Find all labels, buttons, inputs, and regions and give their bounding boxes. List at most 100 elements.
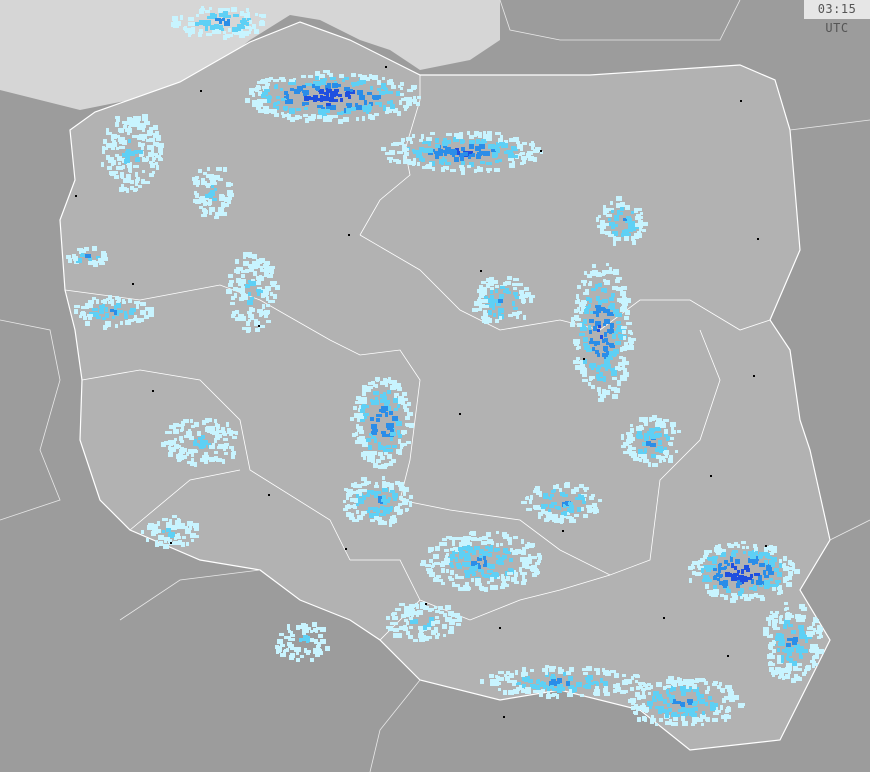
radar-pixel [391,380,397,383]
radar-pixel [609,330,612,334]
radar-pixel [581,280,584,283]
radar-pixel [720,594,724,597]
radar-pixel [316,651,320,656]
city-dot [753,375,755,377]
radar-pixel [609,222,615,226]
radar-pixel [506,671,510,675]
radar-pixel [206,426,210,429]
radar-pixel [210,431,213,434]
radar-pixel [114,305,117,310]
radar-pixel [376,459,381,463]
radar-pixel [478,565,481,569]
radar-pixel [522,575,525,580]
radar-pixel [357,437,363,442]
radar-pixel [633,674,639,677]
radar-pixel [538,516,541,519]
radar-pixel [577,507,581,512]
radar-pixel [357,515,363,520]
radar-pixel [782,676,785,680]
radar-pixel [630,225,635,229]
radar-pixel [734,542,738,546]
radar-pixel [522,159,526,164]
radar-pixel [127,178,131,183]
radar-pixel [365,109,371,112]
radar-pixel [149,132,152,136]
radar-pixel [361,513,365,516]
radar-pixel [441,162,444,165]
radar-pixel [768,571,774,575]
radar-pixel [468,550,472,553]
radar-pixel [423,625,427,630]
radar-pixel [737,544,740,548]
radar-pixel [666,685,671,688]
radar-pixel [387,449,393,452]
radar-pixel [617,210,620,215]
radar-pixel [360,419,365,422]
radar-pixel [353,484,357,488]
radar-pixel [143,158,148,162]
radar-pixel [265,286,271,291]
radar-pixel [761,581,764,585]
radar-pixel [320,639,326,644]
radar-pixel [114,310,117,315]
radar-pixel [390,385,396,390]
radar-pixel [471,566,477,571]
radar-pixel [235,310,239,314]
radar-pixel [400,82,404,86]
radar-pixel [444,549,449,552]
radar-pixel [247,300,253,305]
radar-pixel [228,274,233,278]
radar-pixel [398,439,401,444]
radar-pixel [107,166,112,170]
radar-pixel [266,96,272,99]
radar-pixel [742,546,745,549]
radar-pixel [346,497,349,500]
radar-pixel [718,564,721,569]
radar-pixel [188,22,194,26]
radar-pixel [170,447,176,452]
radar-pixel [471,561,477,566]
radar-pixel [381,499,386,502]
radar-pixel [783,556,787,561]
radar-pixel [660,423,666,428]
radar-pixel [796,663,802,666]
radar-pixel [618,196,622,201]
radar-pixel [316,645,320,649]
radar-pixel [467,556,471,561]
radar-pixel [722,698,726,703]
radar-pixel [385,412,388,417]
radar-pixel [304,96,309,101]
radar-pixel [260,312,266,315]
radar-pixel [628,699,632,703]
radar-pixel [317,642,320,645]
radar-pixel [323,113,326,117]
radar-pixel [135,181,138,186]
radar-pixel [385,152,390,155]
radar-pixel [787,668,790,673]
radar-pixel [356,491,362,496]
radar-pixel [588,325,591,330]
radar-pixel [513,278,519,281]
radar-pixel [224,21,230,26]
radar-pixel [552,518,555,522]
radar-pixel [651,418,655,421]
radar-pixel [438,149,443,154]
radar-pixel [246,22,249,27]
radar-pixel [595,321,601,326]
radar-pixel [350,417,354,421]
radar-pixel [140,123,146,128]
radar-pixel [613,684,618,688]
radar-pixel [790,647,794,652]
radar-pixel [268,109,272,113]
radar-pixel [172,16,178,21]
radar-pixel [655,706,658,709]
radar-pixel [406,489,409,492]
radar-pixel [483,151,487,156]
radar-pixel [83,316,87,320]
radar-pixel [382,521,387,525]
radar-pixel [733,573,739,576]
radar-pixel [147,525,152,530]
radar-pixel [777,648,780,652]
radar-pixel [596,670,600,675]
